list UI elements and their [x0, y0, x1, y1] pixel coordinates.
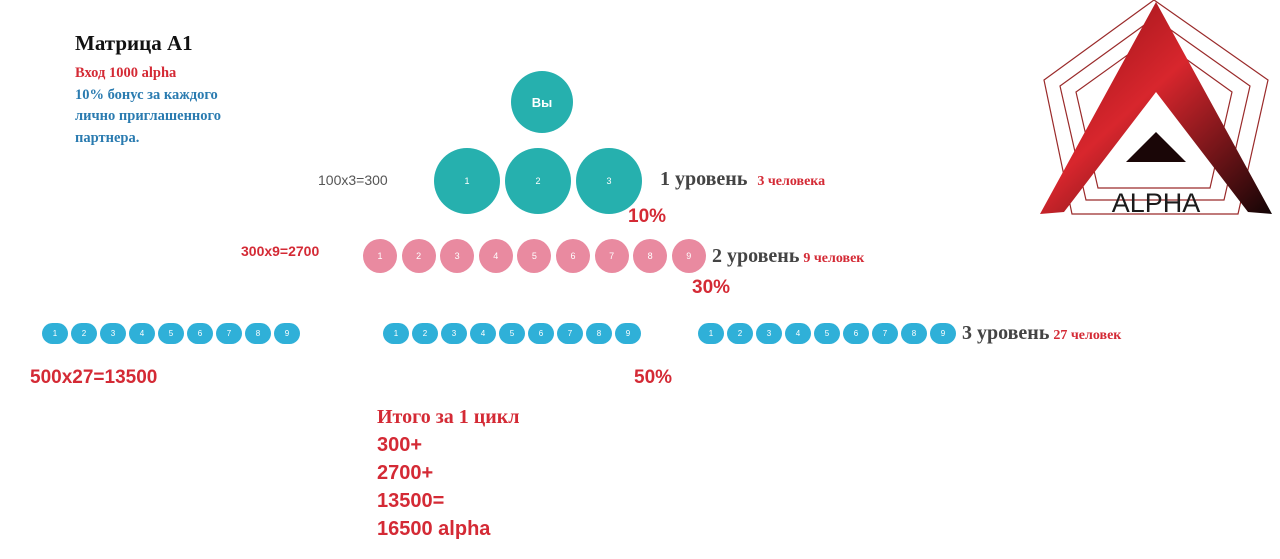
level3-count: 27 человек — [1053, 328, 1122, 343]
description: Вход 1000 alpha 10% бонус за каждого лич… — [75, 63, 275, 149]
level2-node: 9 — [671, 239, 706, 273]
level3-node: 8 — [901, 323, 927, 344]
level1-node: 3 — [576, 148, 642, 214]
level2-node: 5 — [517, 239, 552, 273]
level1-label: 1 уровень — [660, 168, 748, 190]
total-line: 16500 alpha — [377, 518, 491, 540]
level1-node: 1 — [434, 148, 500, 214]
level2-node: 4 — [478, 239, 513, 273]
total-heading: Итого за 1 цикл — [377, 406, 520, 428]
total-line: 2700+ — [377, 462, 434, 484]
bonus-line-2: лично приглашенного — [75, 108, 222, 124]
level3-node: 1 — [698, 323, 724, 344]
level1-node: 2 — [505, 148, 571, 214]
level2-node: 1 — [363, 239, 397, 273]
level2-node: 8 — [633, 239, 668, 273]
level3-node: 2 — [412, 323, 438, 344]
level3-node: 5 — [499, 323, 525, 344]
level3-label: 3 уровень — [962, 322, 1050, 344]
level3-node: 6 — [187, 323, 213, 344]
level2-label-group: 2 уровень 9 человек — [712, 245, 864, 268]
level3-node: 4 — [785, 323, 811, 344]
level3-node: 9 — [615, 323, 641, 344]
level2-node: 7 — [594, 239, 629, 273]
level3-node: 1 — [42, 323, 68, 344]
level3-node: 8 — [586, 323, 612, 344]
alpha-logo: ALPHA — [1040, 0, 1272, 218]
level2-node: 3 — [440, 239, 475, 273]
level3-node: 7 — [216, 323, 242, 344]
level2-label: 2 уровень — [712, 245, 800, 267]
level3-percent: 50% — [634, 367, 673, 388]
level3-node: 7 — [557, 323, 583, 344]
level1-label-group: 1 уровень 3 человека — [660, 168, 825, 191]
level3-node: 5 — [814, 323, 840, 344]
level3-label-group: 3 уровень 27 человек — [962, 322, 1121, 345]
page-title: Матрица A1 — [75, 31, 193, 55]
level3-formula: 500x27=13500 — [30, 367, 158, 388]
level3-node: 5 — [158, 323, 184, 344]
logo-text: ALPHA — [1112, 188, 1201, 218]
level1-formula: 100x3=300 — [318, 172, 388, 188]
level2-node: 2 — [401, 239, 436, 273]
level3-node: 3 — [441, 323, 467, 344]
total-line: 300+ — [377, 434, 423, 456]
level3-node: 3 — [100, 323, 126, 344]
level1-count: 3 человека — [757, 174, 826, 189]
level3-node: 1 — [383, 323, 409, 344]
level2-formula: 300x9=2700 — [241, 243, 320, 259]
level2-count: 9 человек — [803, 251, 865, 266]
level3-node: 9 — [274, 323, 300, 344]
level3-node: 8 — [245, 323, 271, 344]
level3-node: 4 — [129, 323, 155, 344]
total-line: 13500= — [377, 490, 445, 512]
level3-node: 2 — [727, 323, 753, 344]
total-block: Итого за 1 цикл 300+ 2700+ 13500= 16500 … — [377, 403, 520, 543]
level3-node: 7 — [872, 323, 898, 344]
level2-node: 6 — [556, 239, 590, 273]
level2-percent: 30% — [692, 277, 731, 298]
level3-node: 6 — [528, 323, 554, 344]
level3-node: 6 — [843, 323, 869, 344]
level3-node: 3 — [756, 323, 782, 344]
bonus-line-3: партнера. — [75, 129, 140, 146]
you-node: Вы — [511, 71, 573, 133]
level1-percent: 10% — [628, 206, 667, 227]
level3-node: 4 — [470, 323, 496, 344]
entry-line: Вход 1000 alpha — [75, 65, 177, 81]
level3-node: 9 — [930, 323, 956, 344]
bonus-line: 10% бонус за каждого — [75, 86, 218, 103]
level3-node: 2 — [71, 323, 97, 344]
